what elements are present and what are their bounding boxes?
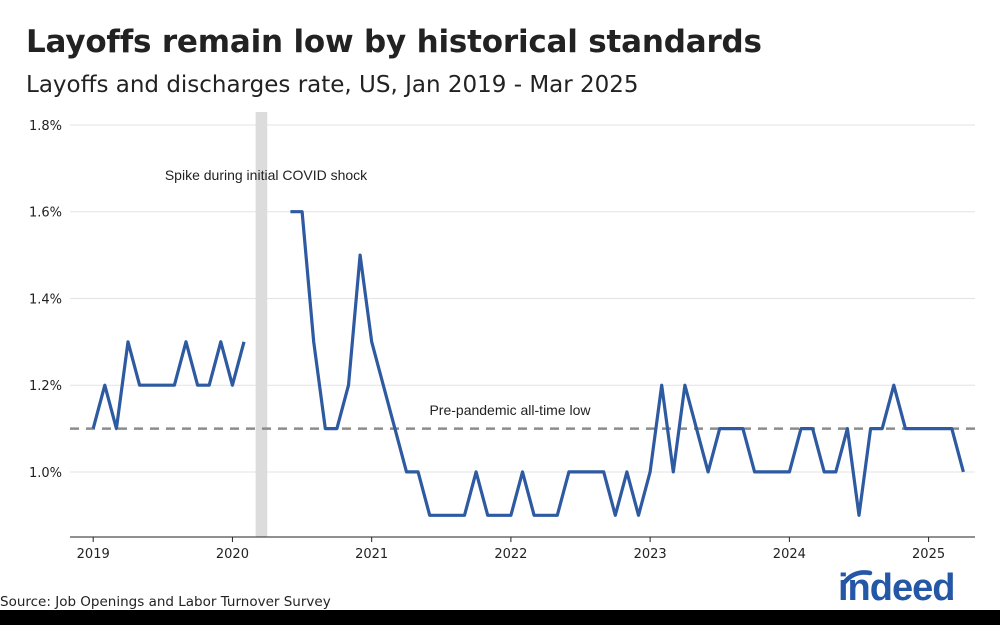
x-tick-label: 2023	[634, 547, 667, 562]
x-tick-label: 2025	[912, 547, 945, 562]
covid-shock-band	[255, 112, 268, 537]
line-chart: 1.0% 1.2% 1.4% 1.6% 1.8% Spike during initial…	[29, 112, 975, 562]
x-tick-label: 2021	[355, 547, 388, 562]
x-tick-label: 2022	[494, 547, 527, 562]
covid-shock-annotation: Spike during initial COVID shock	[165, 167, 368, 183]
y-tick-label: 1.6%	[29, 206, 62, 221]
source-note: Source: Job Openings and Labor Turnover …	[0, 594, 331, 610]
x-tick-label: 2020	[216, 547, 249, 562]
logo-arc-icon	[841, 570, 873, 586]
footer-bar	[0, 610, 1000, 625]
y-tick-label: 1.4%	[29, 292, 62, 307]
y-tick-label: 1.0%	[29, 466, 62, 481]
y-tick-label: 1.8%	[29, 119, 62, 134]
chart-title: Layoffs remain low by historical standar…	[26, 24, 762, 60]
x-tick-label: 2019	[77, 547, 110, 562]
pre-pandemic-low-annotation: Pre-pandemic all-time low	[429, 402, 591, 418]
y-tick-label: 1.2%	[29, 379, 62, 394]
logo-wordmark: indeed	[838, 567, 955, 609]
x-tick-label: 2024	[773, 547, 806, 562]
indeed-logo: indeed	[838, 566, 973, 612]
series-line-segment	[91, 340, 246, 431]
series-line-segment	[290, 210, 965, 517]
chart-subtitle: Layoffs and discharges rate, US, Jan 201…	[26, 72, 639, 98]
